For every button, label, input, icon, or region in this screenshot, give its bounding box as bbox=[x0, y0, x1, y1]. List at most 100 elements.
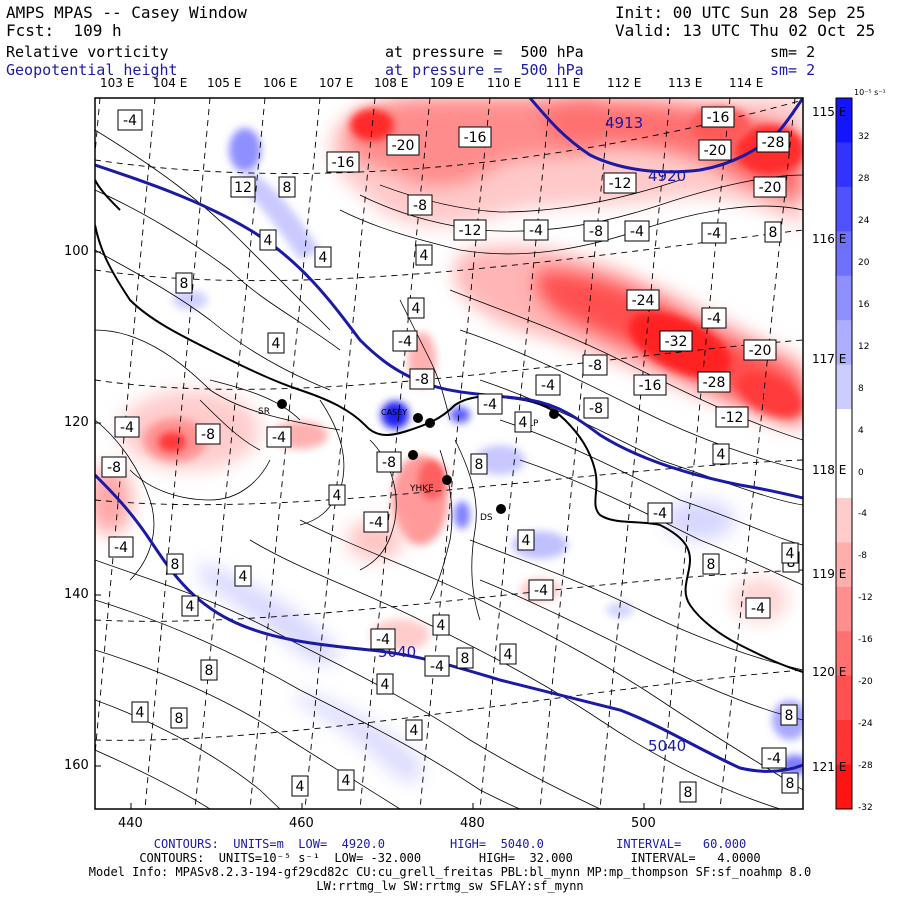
contour-label-text: 8 bbox=[180, 276, 189, 292]
field2-level: at pressure = 500 hPa bbox=[385, 61, 584, 79]
station-label: LP bbox=[528, 419, 539, 429]
contour-label: -4 bbox=[363, 511, 389, 533]
contour-label-text: 4 bbox=[420, 248, 429, 264]
contour-label: 4 bbox=[337, 769, 355, 791]
lon-label: 111 E bbox=[546, 76, 581, 90]
x-tick: 460 bbox=[289, 816, 314, 831]
station-label: YHKE bbox=[409, 484, 434, 494]
contour-label: 8 bbox=[200, 659, 218, 681]
lon-label: 106 E bbox=[263, 76, 298, 90]
contour-label-text: -4 bbox=[483, 397, 497, 413]
field2-name: Geopotential height bbox=[6, 61, 178, 79]
contour-label: -16 bbox=[326, 151, 360, 173]
axis-ticks bbox=[95, 251, 645, 809]
colorbar-segment bbox=[836, 675, 852, 721]
colorbar-segment bbox=[836, 720, 852, 766]
lat-label: 118 E bbox=[812, 463, 847, 477]
lat-label: 115 E bbox=[812, 105, 847, 119]
contour-label-text: 8 bbox=[175, 711, 184, 727]
contour-label-text: -8 bbox=[589, 224, 603, 240]
contour-label-text: -8 bbox=[107, 460, 121, 476]
contour-label: -4 bbox=[701, 307, 727, 329]
colorbar-tick-label: -8 bbox=[858, 551, 867, 562]
contour-label-text: -8 bbox=[413, 198, 427, 214]
contour-label-text: 4 bbox=[319, 250, 328, 266]
contour-label-text: 4 bbox=[412, 301, 421, 317]
contour-label: 4 bbox=[376, 673, 394, 695]
contour-label-text: 8 bbox=[769, 225, 778, 241]
colorbar-tick-label: 20 bbox=[858, 257, 870, 268]
contour-label: 12 bbox=[230, 176, 256, 198]
colorbar-segment bbox=[836, 764, 852, 810]
contour-label-text: -28 bbox=[762, 135, 785, 151]
lon-label: 114 E bbox=[729, 76, 764, 90]
contour-label: -4 bbox=[624, 220, 650, 242]
contour-label: -4 bbox=[114, 416, 140, 438]
height-contour-info: CONTOURS: UNITS=m LOW= 4920.0 HIGH= 5040… bbox=[153, 837, 747, 851]
contour-label: -4 bbox=[647, 502, 673, 524]
contour-label: -8 bbox=[195, 423, 221, 445]
contour-label: -4 bbox=[528, 579, 554, 601]
contour-label: -16 bbox=[633, 374, 667, 396]
contour-label: 8 bbox=[764, 221, 782, 243]
contour-label-text: 8 bbox=[283, 180, 292, 196]
colorbar-tick-label: 16 bbox=[858, 299, 870, 310]
colorbar-segment bbox=[836, 231, 852, 277]
field1-name: Relative vorticity bbox=[6, 43, 169, 61]
contour-label-text: 8 bbox=[461, 651, 470, 667]
colorbar-segment bbox=[836, 320, 852, 366]
contour-label: -4 bbox=[745, 597, 771, 619]
contour-label: 4 bbox=[314, 246, 332, 268]
contour-label-text: -4 bbox=[123, 113, 137, 129]
contour-label: -8 bbox=[407, 194, 433, 216]
y-tick: 160 bbox=[64, 758, 89, 773]
contour-label-text: 4 bbox=[239, 569, 248, 585]
contour-label-text: 4 bbox=[410, 723, 419, 739]
contour-label: 4 bbox=[405, 719, 423, 741]
contour-label: -20 bbox=[386, 134, 420, 156]
contour-label: 8 bbox=[170, 707, 188, 729]
height-label: 5040 bbox=[648, 737, 686, 755]
colorbar-tick-label: 4 bbox=[858, 425, 864, 436]
contour-label-text: -4 bbox=[534, 583, 548, 599]
contour-label: 4 bbox=[328, 484, 346, 506]
contour-label: 4 bbox=[267, 332, 285, 354]
contour-label: -4 bbox=[761, 747, 787, 769]
lon-label: 103 E bbox=[100, 76, 135, 90]
colorbar-frame bbox=[835, 97, 853, 810]
contour-label: -16 bbox=[458, 126, 492, 148]
contour-label: 8 bbox=[679, 781, 697, 803]
contour-label-text: 4 bbox=[519, 415, 528, 431]
contour-label: 8 bbox=[780, 704, 798, 726]
lon-label: 107 E bbox=[319, 76, 354, 90]
colorbar-unit: 10⁻⁵ s⁻¹ bbox=[854, 88, 886, 97]
station-marker bbox=[549, 409, 559, 419]
lon-label: 108 E bbox=[374, 76, 409, 90]
colorbar-segment bbox=[836, 542, 852, 588]
contour-label-text: -4 bbox=[707, 226, 721, 242]
colorbar-segment bbox=[836, 275, 852, 321]
x-tick: 500 bbox=[631, 816, 656, 831]
contour-label-text: -16 bbox=[639, 378, 662, 394]
contour-label-text: -16 bbox=[332, 155, 355, 171]
contour-label-text: 4 bbox=[136, 705, 145, 721]
station-label: DS bbox=[480, 513, 493, 523]
lat-label: 121 E bbox=[812, 760, 847, 774]
contour-label-text: -4 bbox=[707, 311, 721, 327]
contour-label: -32 bbox=[659, 330, 693, 352]
contour-label: 4 bbox=[517, 529, 535, 551]
contour-label: -4 bbox=[370, 628, 396, 650]
contour-label-text: 8 bbox=[205, 663, 214, 679]
colorbar-segment bbox=[836, 497, 852, 543]
contour-label: 4 bbox=[432, 614, 450, 636]
contour-label: -16 bbox=[701, 106, 735, 128]
contour-label: 4 bbox=[291, 775, 309, 797]
lon-label: 104 E bbox=[153, 76, 188, 90]
contour-label: -28 bbox=[697, 371, 731, 393]
contour-label-text: -24 bbox=[632, 293, 655, 309]
contour-label-text: -8 bbox=[588, 358, 602, 374]
colorbar-segment bbox=[836, 586, 852, 632]
model-info-2: LW:rrtmg_lw SW:rrtmg_sw SFLAY:sf_mynn bbox=[316, 879, 584, 893]
contour-label: -12 bbox=[453, 219, 487, 241]
